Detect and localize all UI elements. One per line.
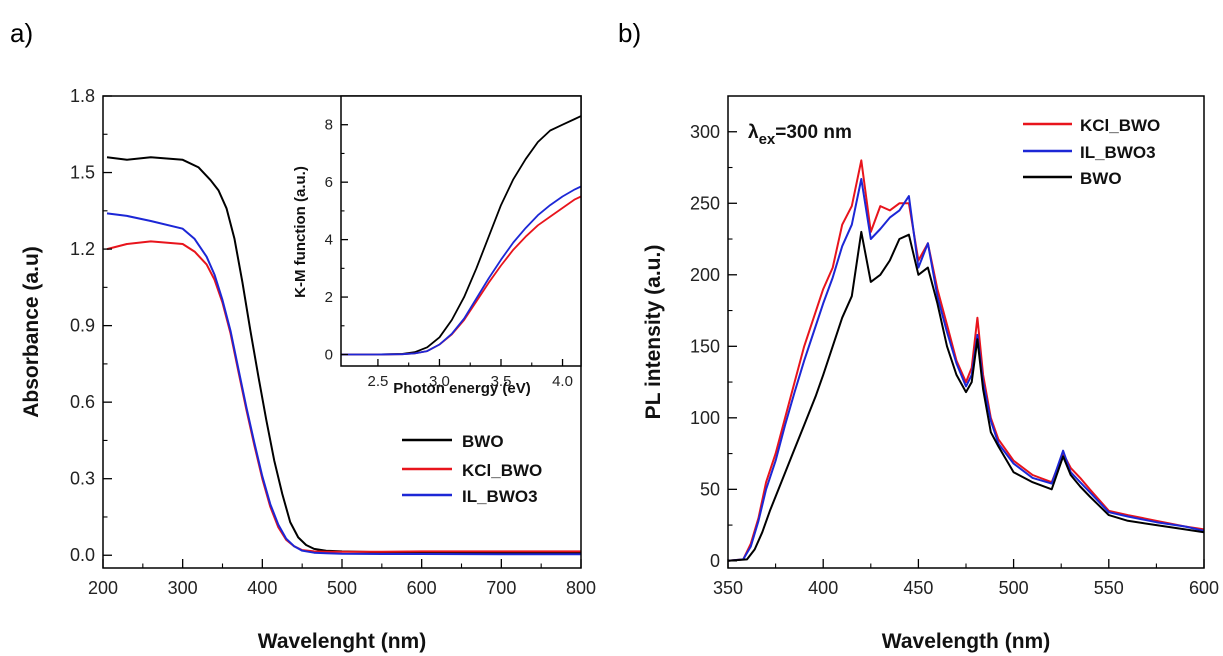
km-inset-chart: 2.5 3.0 3.5 4.0 0 2 4 6 8 Photon energy (eV) K-M… — [292, 95, 582, 397]
absorbance-x-tick-label: 200 — [88, 578, 118, 598]
pl-legend-label-il-bwo3: IL_BWO3 — [1080, 143, 1156, 162]
pl-series-line-bwo — [727, 230, 1205, 562]
pl-x-axis-title: Wavelength (nm) — [882, 630, 1050, 653]
absorbance-y-tick-label: 0.6 — [70, 392, 95, 412]
pl-x-tick-label: 500 — [999, 578, 1029, 598]
absorbance-x-tick-label: 400 — [247, 578, 277, 598]
pl-legend-item-kcl-bwo: KCl_BWO — [1023, 116, 1160, 135]
absorbance-x-tick-label: 800 — [566, 578, 596, 598]
excitation-annotation: λex=300 nm — [748, 122, 852, 148]
absorbance-y-tick-label: 1.8 — [70, 86, 95, 106]
km-series-line-bwo — [341, 115, 582, 356]
inset-background — [341, 96, 581, 366]
pl-legend-label-kcl-bwo: KCl_BWO — [1080, 116, 1160, 135]
km-ticks: 2.5 3.0 3.5 4.0 0 2 4 6 8 — [325, 117, 573, 390]
pl-legend-item-bwo: BWO — [1023, 169, 1122, 188]
pl-series-line-il-bwo3 — [727, 178, 1205, 562]
legend-item-bwo: BWO — [402, 432, 504, 451]
pl-x-tick-label: 550 — [1094, 578, 1124, 598]
pl-chart: 350 400 450 500 550 600 0 50 100 150 200 250 300 Wav… — [642, 95, 1219, 653]
pl-y-axis-title: PL intensity (a.u.) — [642, 245, 665, 420]
legend-label-bwo: BWO — [462, 432, 504, 451]
km-x-axis-title: Photon energy (eV) — [393, 380, 531, 397]
pl-plot-frame — [727, 95, 1205, 569]
km-y-axis-title: K-M function (a.u.) — [292, 166, 309, 298]
pl-y-tick-label: 0 — [710, 551, 720, 571]
absorbance-y-tick-label: 0.0 — [70, 545, 95, 565]
pl-legend-label-bwo: BWO — [1080, 169, 1122, 188]
absorbance-y-tick-label: 1.2 — [70, 239, 95, 259]
pl-x-tick-label: 450 — [903, 578, 933, 598]
absorbance-x-tick-label: 500 — [327, 578, 357, 598]
pl-series-line-kcl-bwo — [727, 159, 1205, 562]
km-y-tick-label: 4 — [325, 232, 333, 249]
km-y-tick-label: 6 — [325, 174, 333, 191]
km-x-tick-label: 3.5 — [491, 373, 512, 390]
km-series-lines — [341, 115, 582, 356]
pl-y-tick-label: 150 — [690, 336, 720, 356]
excitation-value: =300 nm — [775, 122, 852, 143]
km-x-tick-label: 3.0 — [429, 373, 450, 390]
pl-y-tick-label: 100 — [690, 408, 720, 428]
absorbance-legend: BWO KCl_BWO IL_BWO3 — [402, 432, 542, 506]
km-x-tick-label: 4.0 — [552, 373, 573, 390]
absorbance-x-tick-label: 300 — [168, 578, 198, 598]
km-y-tick-label: 0 — [325, 347, 333, 364]
absorbance-chart: 200 300 400 500 600 700 800 0.0 0.3 0.6 0.9 1.2 1.5 1… — [20, 86, 596, 653]
absorbance-series-lines — [106, 156, 581, 556]
absorbance-y-axis-title: Absorbance (a.u) — [20, 246, 43, 418]
absorbance-ticks: 200 300 400 500 600 700 800 0.0 0.3 0.6 0.9 1.2 1.5 1… — [70, 86, 596, 598]
absorbance-x-tick-label: 700 — [486, 578, 516, 598]
excitation-subscript: ex — [759, 131, 776, 148]
km-x-tick-label: 2.5 — [367, 373, 388, 390]
pl-series-lines — [727, 159, 1205, 562]
absorbance-x-tick-label: 600 — [407, 578, 437, 598]
pl-y-tick-label: 300 — [690, 122, 720, 142]
pl-legend-item-il-bwo3: IL_BWO3 — [1023, 143, 1156, 162]
absorbance-y-tick-label: 0.9 — [70, 316, 95, 336]
legend-label-il-bwo3: IL_BWO3 — [462, 487, 538, 506]
km-y-tick-label: 8 — [325, 117, 333, 134]
pl-legend: KCl_BWO IL_BWO3 BWO — [1023, 116, 1160, 188]
excitation-lambda: λ — [748, 122, 759, 143]
absorbance-y-tick-label: 0.3 — [70, 469, 95, 489]
pl-x-tick-label: 350 — [713, 578, 743, 598]
pl-y-tick-label: 250 — [690, 193, 720, 213]
legend-item-il-bwo3: IL_BWO3 — [402, 487, 538, 506]
pl-y-tick-label: 200 — [690, 265, 720, 285]
absorbance-series-line-il-bwo3 — [106, 212, 581, 556]
panel-label-b: b) — [618, 18, 641, 48]
panel-label-a: a) — [10, 18, 33, 48]
km-series-line-il-bwo3 — [341, 185, 582, 356]
pl-ticks: 350 400 450 500 550 600 0 50 100 150 200 250 300 — [690, 122, 1219, 598]
absorbance-y-tick-label: 1.5 — [70, 163, 95, 183]
km-y-tick-label: 2 — [325, 289, 333, 306]
pl-x-tick-label: 400 — [808, 578, 838, 598]
legend-item-kcl-bwo: KCl_BWO — [402, 461, 542, 480]
inset-plot-frame — [340, 95, 582, 367]
absorbance-x-axis-title: Wavelenght (nm) — [258, 630, 426, 653]
pl-y-tick-label: 50 — [700, 479, 720, 499]
legend-label-kcl-bwo: KCl_BWO — [462, 461, 542, 480]
pl-x-tick-label: 600 — [1189, 578, 1219, 598]
